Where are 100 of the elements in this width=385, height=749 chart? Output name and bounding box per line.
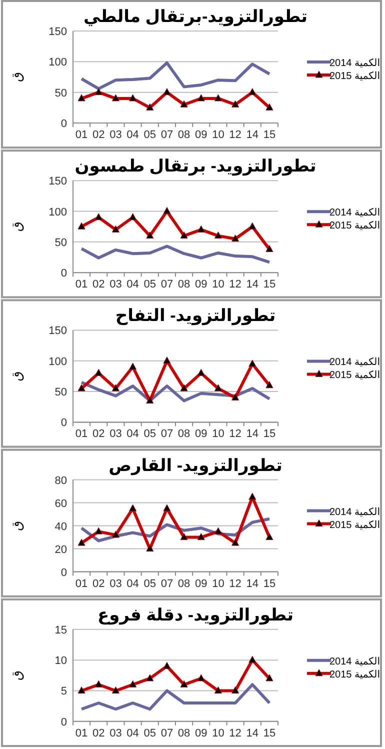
x-tick-label: 15 [263,578,276,590]
y-tick-label: 0 [60,716,67,728]
line-series [80,244,271,264]
chart-title: تطورالتزويد- برتقال طمسون [74,156,316,177]
x-tick-label: 08 [178,578,190,590]
legend-label: الكمية 2015 [329,370,380,382]
x-tick-label: 10 [212,129,224,141]
x-tick-label: 03 [110,278,122,291]
x-tick-label: 03 [110,129,122,141]
point [214,94,222,102]
point [197,368,205,376]
point [163,662,171,669]
x-tick-label: 15 [263,428,276,440]
point [163,504,171,512]
point [214,384,222,392]
point [197,225,205,232]
x-tick-label: 07 [160,129,174,141]
point [129,362,137,370]
x-tick-label: 07 [160,578,174,590]
x-tick-label: 03 [110,578,122,590]
y-axis-title: ق [9,222,24,232]
point [266,245,274,252]
x-tick-label: 01 [75,727,88,740]
point [248,656,256,663]
point [232,686,240,694]
x-tick-label: 01 [75,129,88,141]
y-tick-label: 0 [60,268,67,280]
x-tick-label: 15 [263,129,276,141]
point [78,686,86,694]
legend-label: الكمية 2014 [329,58,380,69]
y-tick-label: 15 [54,624,67,636]
x-tick-label: 10 [212,428,224,440]
x-tick-label: 14 [246,428,258,440]
chart-title: تطورالتزويد- التفاح [115,306,276,326]
x-tick-label: 05 [144,428,156,440]
legend-label: الكمية 2014 [329,656,380,668]
x-tick-label: 02 [92,129,105,141]
x-tick-label: 12 [229,278,242,291]
chart-title: تطورالتزويد- دقلة فروع [98,605,294,626]
point [214,527,222,534]
x-tick-label: 03 [110,727,122,740]
point [129,504,137,512]
y-tick-label: 150 [48,26,67,38]
y-axis-title: ق [9,72,24,82]
x-tick-label: 08 [178,428,190,440]
point [129,94,137,102]
x-tick-label: 09 [195,727,208,740]
x-tick-label: 05 [144,278,156,291]
x-tick-label: 10 [212,278,224,291]
point [146,103,154,110]
x-tick-label: 01 [75,428,88,440]
legend-label: الكمية 2015 [329,220,380,232]
point [112,530,120,538]
point [232,393,240,400]
x-tick-label: 04 [126,278,139,291]
x-tick-label: 10 [212,578,224,590]
x-tick-label: 01 [75,278,88,291]
point [163,88,171,96]
point [78,222,86,230]
line-series [80,380,271,402]
x-tick-label: 15 [263,727,276,740]
x-tick-label: 08 [178,278,190,291]
point [232,234,240,242]
point [180,384,188,392]
x-tick-label: 04 [126,428,139,440]
y-tick-label: 80 [54,474,67,487]
legend-label: الكمية 2014 [329,506,380,518]
legend-label: الكمية 2015 [329,71,380,82]
point [248,360,256,367]
x-tick-label: 05 [144,129,156,141]
x-tick-label: 01 [75,578,88,590]
y-tick-label: 100 [48,206,67,218]
point [146,232,154,239]
x-tick-label: 14 [246,578,258,590]
x-tick-label: 02 [92,578,105,590]
point [112,94,120,102]
x-tick-label: 12 [229,727,242,740]
point [78,384,86,392]
x-tick-label: 02 [92,428,105,440]
y-tick-label: 0 [60,566,67,579]
chart-title: تطورالتزويد-برتقال مالطي [83,7,308,27]
y-axis-title: ق [9,371,24,382]
point [214,686,222,694]
point [163,356,171,364]
x-tick-label: 02 [92,727,105,740]
point [266,533,274,540]
x-tick-label: 03 [110,428,122,440]
point [232,100,240,108]
point [129,680,137,688]
point [78,538,86,546]
point [78,94,86,102]
x-tick-label: 07 [160,727,174,740]
y-axis-title: ق [9,670,24,680]
y-tick-label: 10 [54,655,67,668]
y-tick-label: 100 [48,56,67,69]
point [163,207,171,214]
point [94,368,102,376]
y-tick-label: 60 [54,498,67,510]
point [94,527,102,534]
point [266,381,274,388]
